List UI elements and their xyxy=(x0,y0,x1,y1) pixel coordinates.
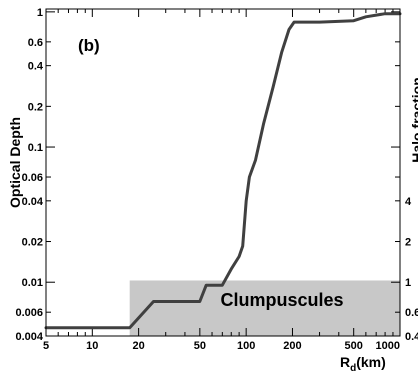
x-tick-label: 200 xyxy=(283,340,301,352)
x-tick-label: 20 xyxy=(132,340,144,352)
y-tick-label: 0.04 xyxy=(22,196,44,208)
x-axis-title-unit: (km) xyxy=(356,354,386,370)
right-tick-label: 4 xyxy=(405,196,412,208)
x-tick-label: 100 xyxy=(237,340,255,352)
y-tick-label: 0.006 xyxy=(15,307,43,319)
panel-label: (b) xyxy=(78,36,100,55)
y-tick-label: 0.6 xyxy=(28,37,43,49)
right-axis-title: Halo fraction xyxy=(409,77,418,163)
y-tick-label: 0.02 xyxy=(22,237,43,249)
x-tick-label: 10 xyxy=(86,340,98,352)
y-tick-label: 1 xyxy=(37,7,43,19)
right-tick-label: 2 xyxy=(405,237,411,249)
x-axis-title: Rd(km) xyxy=(340,354,386,374)
y-tick-label: 0.4 xyxy=(28,61,44,73)
x-tick-label: 50 xyxy=(194,340,206,352)
x-axis-title-subscript: d xyxy=(350,363,356,374)
plot-frame xyxy=(45,8,401,337)
y-tick-label: 0.1 xyxy=(28,142,43,154)
y-tick-label: 0.01 xyxy=(22,277,43,289)
right-tick-label: 1 xyxy=(405,277,411,289)
x-tick-label: 1000 xyxy=(376,340,400,352)
x-tick-label: 5 xyxy=(43,340,49,352)
clumpuscules-label: Clumpuscules xyxy=(220,290,343,310)
y-tick-label: 0.004 xyxy=(15,331,43,343)
x-axis-title-main: R xyxy=(340,354,350,370)
y-tick-label: 0.06 xyxy=(22,172,43,184)
right-tick-label: 0.6 xyxy=(405,307,418,319)
optical-depth-line xyxy=(44,12,402,330)
y-tick-label: 0.2 xyxy=(28,101,43,113)
right-tick-label: 0.4 xyxy=(405,331,418,343)
clumpuscules-region xyxy=(129,280,400,336)
y-axis-title: Optical Depth xyxy=(7,117,23,208)
x-tick-label: 500 xyxy=(345,340,363,352)
